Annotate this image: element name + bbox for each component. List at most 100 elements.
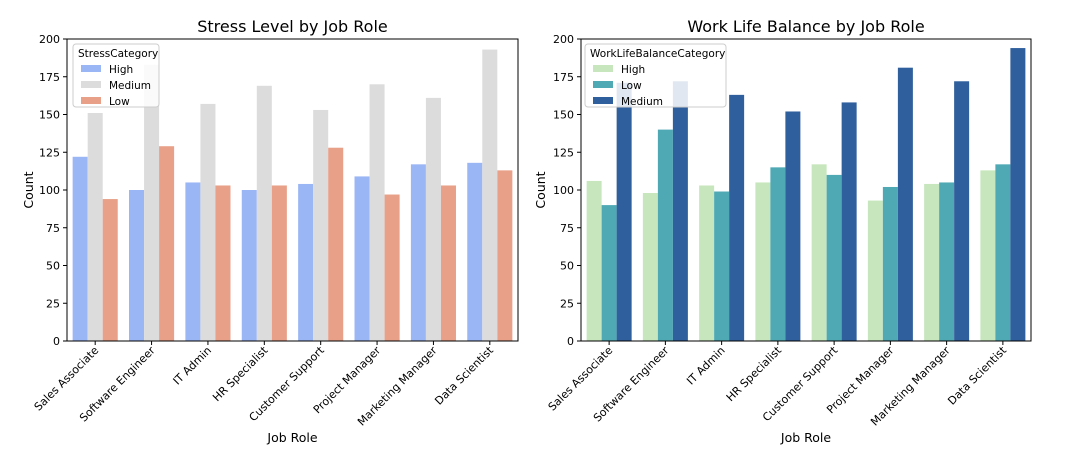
bar-high-3 (241, 190, 257, 341)
bar-high-0 (72, 156, 88, 341)
bar-medium-1 (144, 64, 160, 342)
bar-low-7 (497, 170, 513, 341)
bar-medium-0 (616, 82, 632, 341)
bar-medium-2 (729, 94, 745, 342)
bar-high-2 (699, 185, 715, 341)
bar-high-4 (811, 164, 827, 341)
x-axis-label: Job Role (780, 430, 831, 445)
bar-medium-7 (1010, 48, 1026, 342)
bar-medium-3 (785, 111, 801, 341)
y-tick-label: 0 (567, 335, 574, 348)
legend-swatch-medium (593, 97, 613, 104)
legend-title: StressCategory (78, 48, 158, 60)
y-tick-label: 200 (553, 33, 574, 46)
legend-entry-medium: Medium (621, 96, 663, 108)
x-tick-label: Data Scientist (432, 343, 496, 407)
y-tick-label: 0 (53, 335, 60, 348)
bar-medium-4 (313, 109, 329, 341)
bar-low-0 (601, 205, 617, 341)
bar-low-2 (215, 185, 231, 341)
bar-high-1 (129, 190, 145, 341)
bar-high-5 (867, 200, 883, 341)
bar-medium-5 (897, 67, 913, 341)
y-tick-label: 175 (39, 71, 60, 84)
bar-medium-6 (425, 97, 441, 341)
legend-swatch-medium (81, 81, 101, 88)
x-tick-label: HR Specialist (724, 343, 785, 404)
y-tick-label: 25 (560, 297, 574, 310)
bar-medium-7 (482, 49, 498, 341)
legend-entry-low: Low (621, 80, 642, 92)
y-tick-label: 50 (560, 260, 574, 273)
y-tick-label: 200 (39, 33, 60, 46)
legend-swatch-high (81, 65, 101, 72)
y-axis-label: Count (533, 171, 548, 208)
y-tick-label: 125 (553, 146, 574, 159)
y-tick-label: 150 (553, 109, 574, 122)
legend-box (584, 43, 727, 108)
bar-high-6 (410, 164, 426, 341)
chart-title: Work Life Balance by Job Role (687, 17, 924, 36)
bar-low-2 (714, 191, 730, 341)
bar-high-6 (924, 183, 940, 341)
y-tick-label: 75 (46, 222, 60, 235)
bar-low-0 (102, 199, 118, 341)
bar-low-5 (882, 186, 898, 341)
legend-box (72, 43, 160, 108)
bar-low-6 (440, 185, 456, 341)
bar-high-4 (298, 183, 314, 341)
chart-title: Stress Level by Job Role (197, 17, 388, 36)
bar-low-1 (657, 129, 673, 341)
x-tick-label: IT Admin (684, 344, 728, 388)
y-tick-label: 125 (39, 146, 60, 159)
y-tick-label: 25 (46, 297, 60, 310)
x-tick-label: Data Scientist (945, 343, 1009, 407)
y-tick-label: 100 (39, 184, 60, 197)
legend-entry-medium: Medium (109, 80, 151, 92)
y-tick-label: 175 (553, 71, 574, 84)
bar-low-3 (770, 167, 786, 341)
bar-high-1 (642, 193, 658, 341)
x-axis-label: Job Role (266, 430, 317, 445)
bar-low-6 (939, 182, 955, 341)
legend-title: WorkLifeBalanceCategory (590, 48, 725, 60)
legend-swatch-high (593, 65, 613, 72)
bar-high-3 (755, 182, 771, 341)
bar-high-0 (586, 180, 602, 341)
bar-high-2 (185, 182, 201, 341)
bar-high-7 (980, 170, 996, 341)
bar-medium-1 (672, 81, 688, 341)
y-tick-label: 100 (553, 184, 574, 197)
bar-low-4 (826, 174, 842, 341)
bar-medium-2 (200, 103, 216, 342)
x-tick-label: IT Admin (171, 344, 215, 388)
legend-swatch-low (81, 97, 101, 104)
legend: StressCategory High Medium Low (72, 43, 160, 108)
legend: WorkLifeBalanceCategory High Low Medium (584, 43, 727, 108)
bar-low-7 (995, 164, 1011, 341)
bar-low-3 (271, 185, 287, 341)
y-tick-label: 75 (560, 222, 574, 235)
legend-entry-low: Low (109, 96, 130, 108)
bar-medium-0 (87, 112, 103, 342)
bar-high-5 (354, 176, 370, 341)
bar-medium-6 (954, 81, 970, 341)
bar-medium-5 (369, 84, 385, 342)
bar-medium-4 (841, 102, 857, 341)
bar-low-4 (328, 147, 344, 341)
bar-low-1 (159, 146, 175, 341)
legend-entry-high: High (621, 64, 645, 76)
legend-swatch-low (593, 81, 613, 88)
y-axis-label: Count (21, 171, 36, 208)
y-tick-label: 50 (46, 260, 60, 273)
legend-entry-high: High (109, 64, 133, 76)
bar-medium-3 (256, 85, 272, 341)
bar-high-7 (467, 162, 483, 341)
bar-low-5 (384, 194, 400, 341)
x-tick-label: HR Specialist (210, 343, 271, 404)
y-tick-label: 150 (39, 109, 60, 122)
